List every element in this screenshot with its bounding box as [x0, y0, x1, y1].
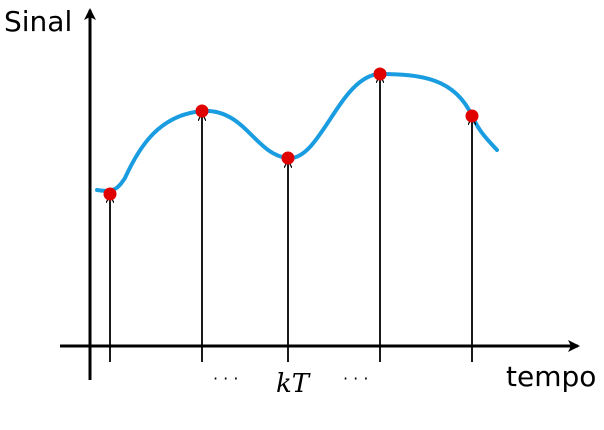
- sample-point-k: [281, 151, 295, 165]
- sample-point-1: [103, 187, 117, 201]
- x-axis-label: tempo: [506, 360, 596, 393]
- signal-curve: [95, 71, 499, 193]
- sample-points: [103, 67, 479, 201]
- sample-point-4: [373, 67, 387, 81]
- y-axis-label: Sinal: [4, 5, 72, 38]
- sample-stems: [110, 76, 472, 362]
- ellipsis-left: · · ·: [213, 369, 238, 388]
- sample-time-label: kT: [276, 369, 311, 399]
- ellipsis-right: · · ·: [343, 369, 368, 388]
- sample-point-2: [195, 104, 209, 118]
- sample-point-5: [465, 109, 479, 123]
